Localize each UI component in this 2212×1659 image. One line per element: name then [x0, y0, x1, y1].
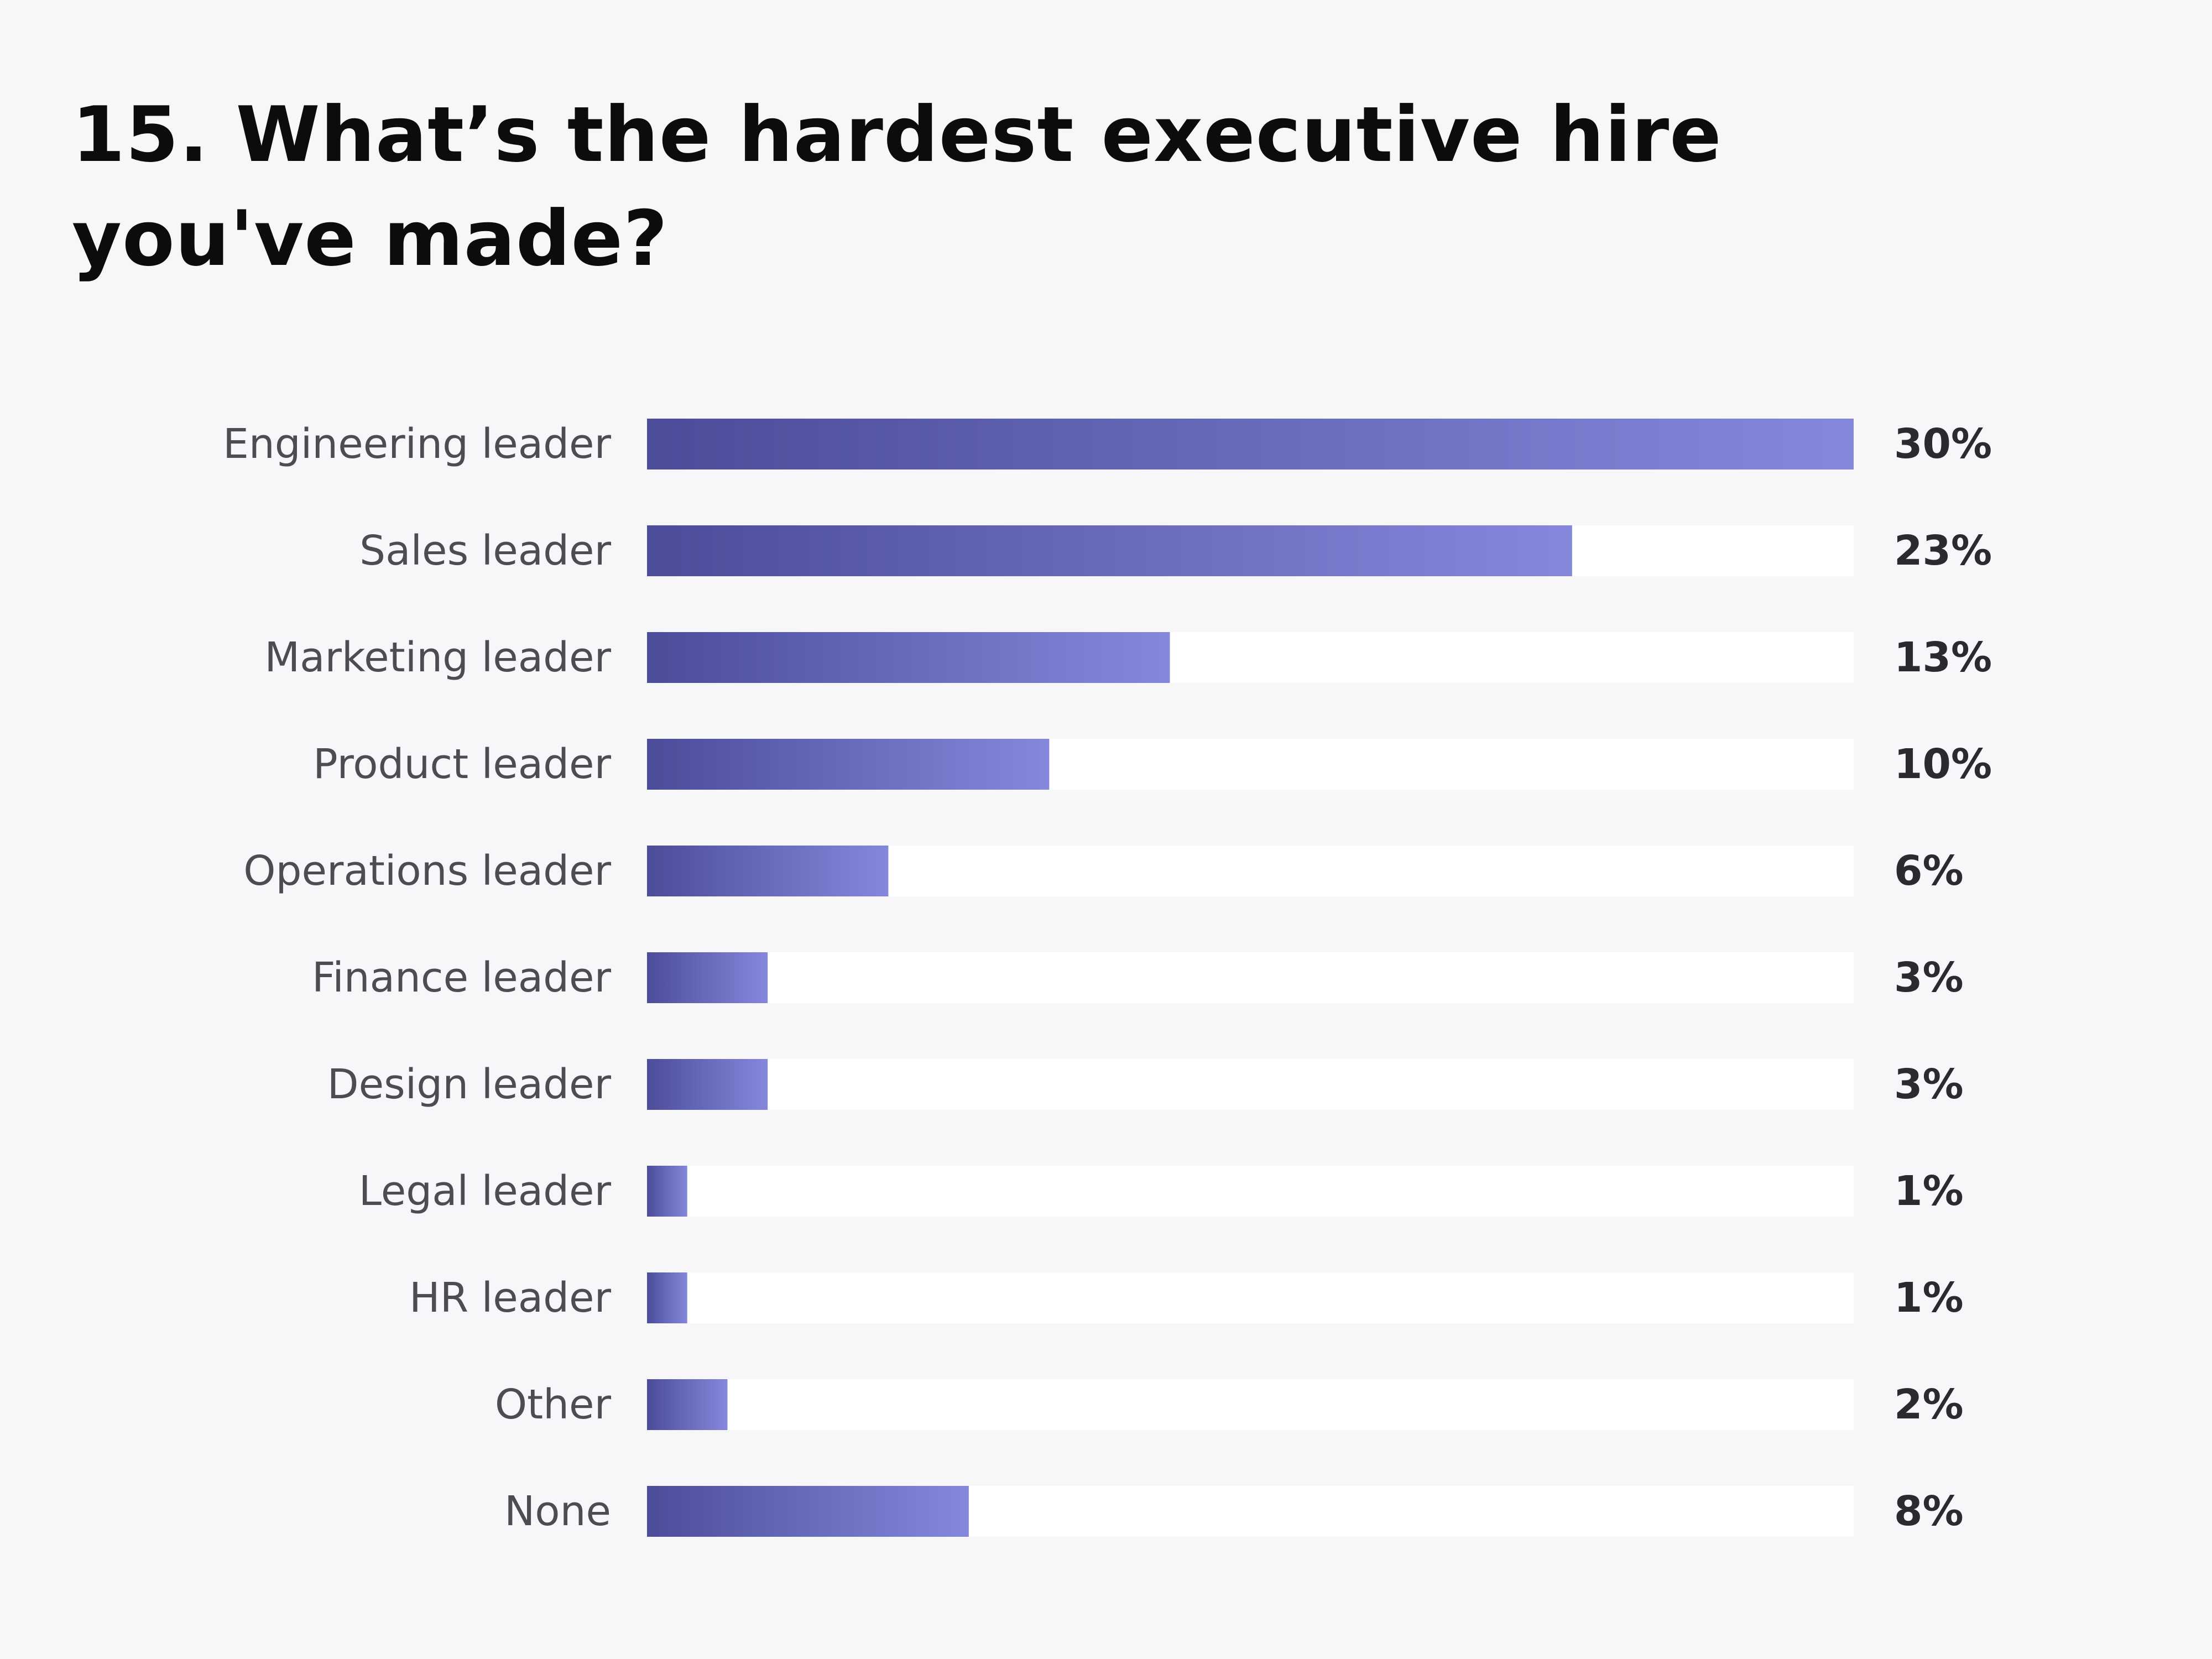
value-label: 1% [1894, 1167, 1964, 1215]
category-label: Marketing leader [264, 634, 611, 681]
bar [647, 1059, 768, 1110]
bar-track [647, 1059, 1854, 1110]
category-label: Design leader [327, 1061, 612, 1108]
bar [647, 1272, 687, 1323]
bar [647, 419, 1854, 469]
value-label: 30% [1894, 420, 1992, 468]
category-label: Engineering leader [223, 420, 611, 468]
bar-row: Other 2% [495, 1379, 1964, 1430]
category-label: Sales leader [359, 527, 611, 575]
bar-track [647, 952, 1854, 1003]
value-label: 8% [1894, 1488, 1964, 1535]
bar [647, 632, 1170, 683]
bar [647, 1486, 969, 1537]
bar-row: Engineering leader 30% [223, 419, 1992, 469]
chart-title: 15. What’s the hardest executive hire yo… [72, 90, 1722, 283]
value-label: 10% [1894, 740, 1992, 788]
category-label: HR leader [409, 1274, 612, 1322]
bar-row: None 8% [504, 1486, 1964, 1537]
bar-row: Legal leader 1% [359, 1166, 1964, 1217]
bar [647, 739, 1050, 790]
value-label: 3% [1894, 954, 1964, 1001]
value-label: 23% [1894, 527, 1992, 575]
category-label: Operations leader [243, 847, 611, 895]
bar-row: Product leader 10% [313, 739, 1992, 790]
category-label: None [504, 1488, 611, 1535]
value-label: 13% [1894, 634, 1992, 681]
category-label: Other [495, 1381, 612, 1428]
bar [647, 525, 1572, 576]
bar [647, 1379, 728, 1430]
value-label: 3% [1894, 1061, 1964, 1108]
bar-track [647, 1166, 1854, 1217]
chart-rows: Engineering leader 30% Sales leader 23% Mark… [223, 419, 1992, 1537]
bar-row: Operations leader 6% [243, 846, 1964, 896]
bar-row: Marketing leader 13% [264, 632, 1992, 683]
value-label: 1% [1894, 1274, 1964, 1322]
bar-track [647, 1272, 1854, 1323]
bar-row: Design leader 3% [327, 1059, 1964, 1110]
value-label: 6% [1894, 847, 1964, 895]
bar-track [647, 1379, 1854, 1430]
bar-row: HR leader 1% [409, 1272, 1964, 1323]
bar [647, 952, 768, 1003]
bar [647, 846, 889, 896]
bar-row: Finance leader 3% [312, 952, 1964, 1003]
category-label: Legal leader [359, 1167, 612, 1215]
value-label: 2% [1894, 1381, 1964, 1428]
bar-row: Sales leader 23% [359, 525, 1992, 576]
bar [647, 1166, 687, 1217]
category-label: Product leader [313, 740, 611, 788]
category-label: Finance leader [312, 954, 612, 1001]
